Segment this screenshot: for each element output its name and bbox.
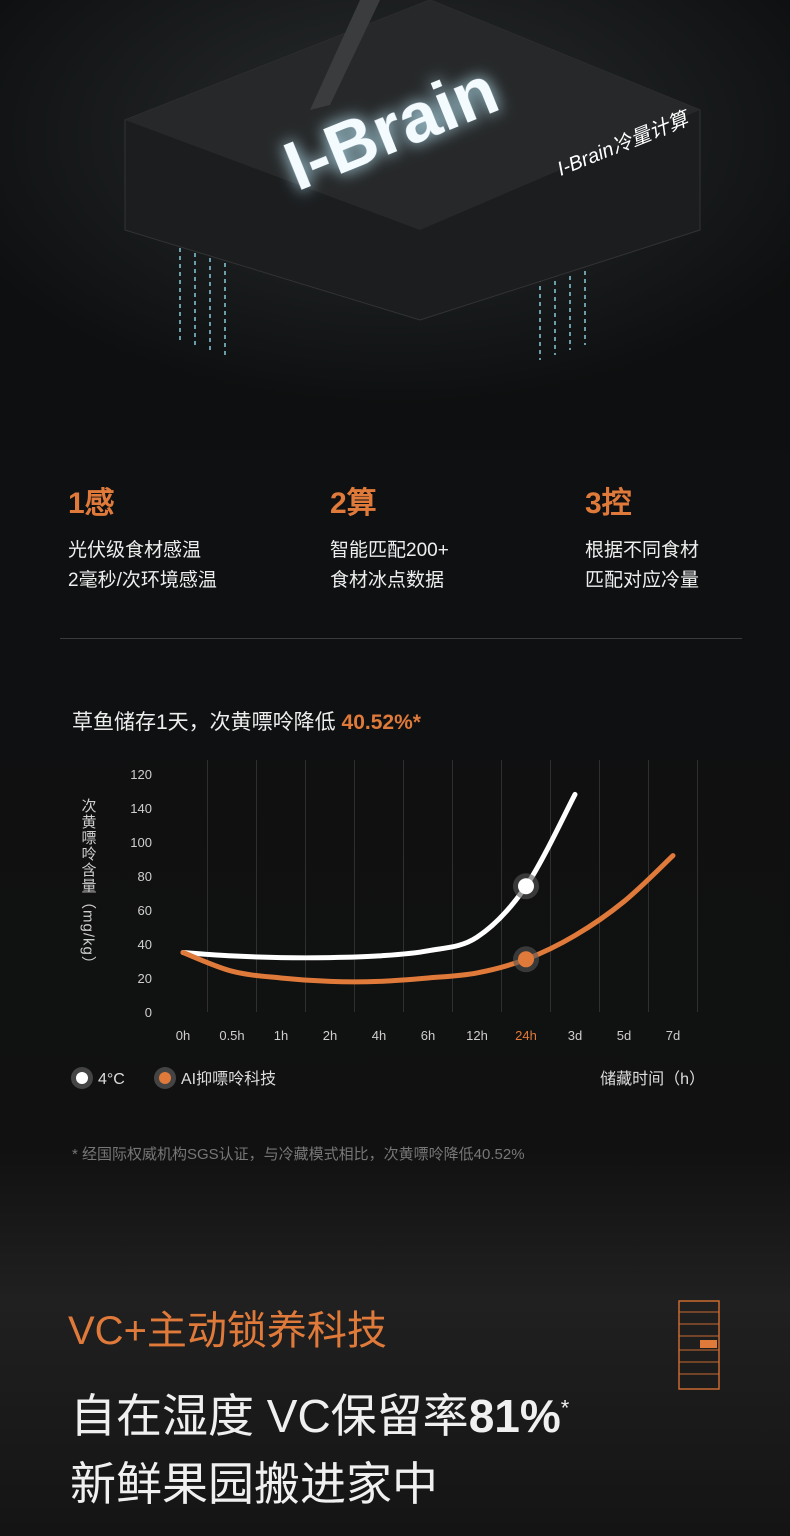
- chart: 0 20 40 60 80 100 140 120 次黄嘌呤含量（mg/kg） 0h 0.5h 1h 2…: [71, 760, 705, 1089]
- x-tick-label: 5d: [617, 1028, 631, 1043]
- feature-line: 光伏级食材感温: [68, 540, 202, 561]
- x-tick-label: 7d: [666, 1028, 680, 1043]
- fridge-icon: [678, 1300, 720, 1390]
- feature-title: 1感: [68, 487, 115, 520]
- feature-title: 2算: [330, 487, 377, 520]
- feature: 3控根据不同食材 匹配对应冷量: [585, 478, 699, 596]
- chart-title-text: 草鱼储存1天，次黄嘌呤降低: [72, 711, 342, 734]
- y-tick-label: 100: [130, 835, 152, 850]
- section-heading: VC+主动锁养科技: [68, 1309, 387, 1353]
- line1-mark: *: [560, 1395, 570, 1421]
- line1-highlight: 81%: [468, 1390, 561, 1442]
- section-line: 自在湿度 VC保留率81%*: [70, 1380, 569, 1446]
- feature-title: 3控: [585, 487, 632, 520]
- x-tick-label: 0h: [176, 1028, 190, 1043]
- footnote: * 经国际权威机构SGS认证，与冷藏模式相比，次黄嘌呤降低40.52%: [72, 1146, 525, 1163]
- marker: [518, 951, 534, 968]
- feature-line: 食材冰点数据: [330, 570, 445, 591]
- y-tick-label: 40: [138, 937, 152, 952]
- feature-line: 根据不同食材: [585, 540, 700, 561]
- x-tick-label: 0.5h: [219, 1028, 244, 1043]
- legend-label: AI抑嘌呤科技: [181, 1070, 276, 1088]
- legend-label: 4°C: [98, 1071, 125, 1088]
- legend-swatch: [76, 1072, 88, 1084]
- x-tick-label: 24h: [515, 1028, 537, 1043]
- chart-title: 草鱼储存1天，次黄嘌呤降低 40.52%*: [72, 706, 421, 736]
- y-tick-label: 120: [130, 767, 152, 782]
- line1: 自在湿度 VC保留率: [70, 1390, 469, 1442]
- legend-swatch: [159, 1072, 171, 1084]
- feature-line: 智能匹配200+: [330, 540, 449, 561]
- line-series: [180, 791, 578, 961]
- hero-illustration: I-Brain I-Brain冷量计算: [0, 0, 790, 450]
- y-tick-label: 60: [138, 903, 152, 918]
- x-tick-label: 2h: [323, 1028, 337, 1043]
- x-tick-label: 3d: [568, 1028, 582, 1043]
- feature: 1感光伏级食材感温 2毫秒/次环境感温: [68, 478, 217, 596]
- divider: [60, 638, 742, 639]
- feature-line: 匹配对应冷量: [585, 570, 700, 591]
- x-axis-label: 储藏时间（h）: [600, 1070, 705, 1088]
- section-line: 新鲜果园搬进家中: [70, 1458, 438, 1510]
- marker: [518, 878, 534, 895]
- y-tick-label: 80: [138, 869, 152, 884]
- line-series: [180, 853, 676, 985]
- x-tick-label: 1h: [274, 1028, 288, 1043]
- feature: 2算智能匹配200+ 食材冰点数据: [330, 478, 449, 596]
- chart-title-highlight: 40.52%*: [341, 711, 421, 734]
- y-tick-label: 140: [130, 801, 152, 816]
- y-axis-label: 次黄嘌呤含量（mg/kg）: [80, 798, 97, 972]
- x-tick-label: 4h: [372, 1028, 386, 1043]
- x-tick-label: 6h: [421, 1028, 435, 1043]
- y-tick-label: 20: [138, 971, 152, 986]
- feature-line: 2毫秒/次环境感温: [68, 570, 217, 591]
- y-tick-label: 0: [145, 1005, 152, 1020]
- x-tick-label: 12h: [466, 1028, 488, 1043]
